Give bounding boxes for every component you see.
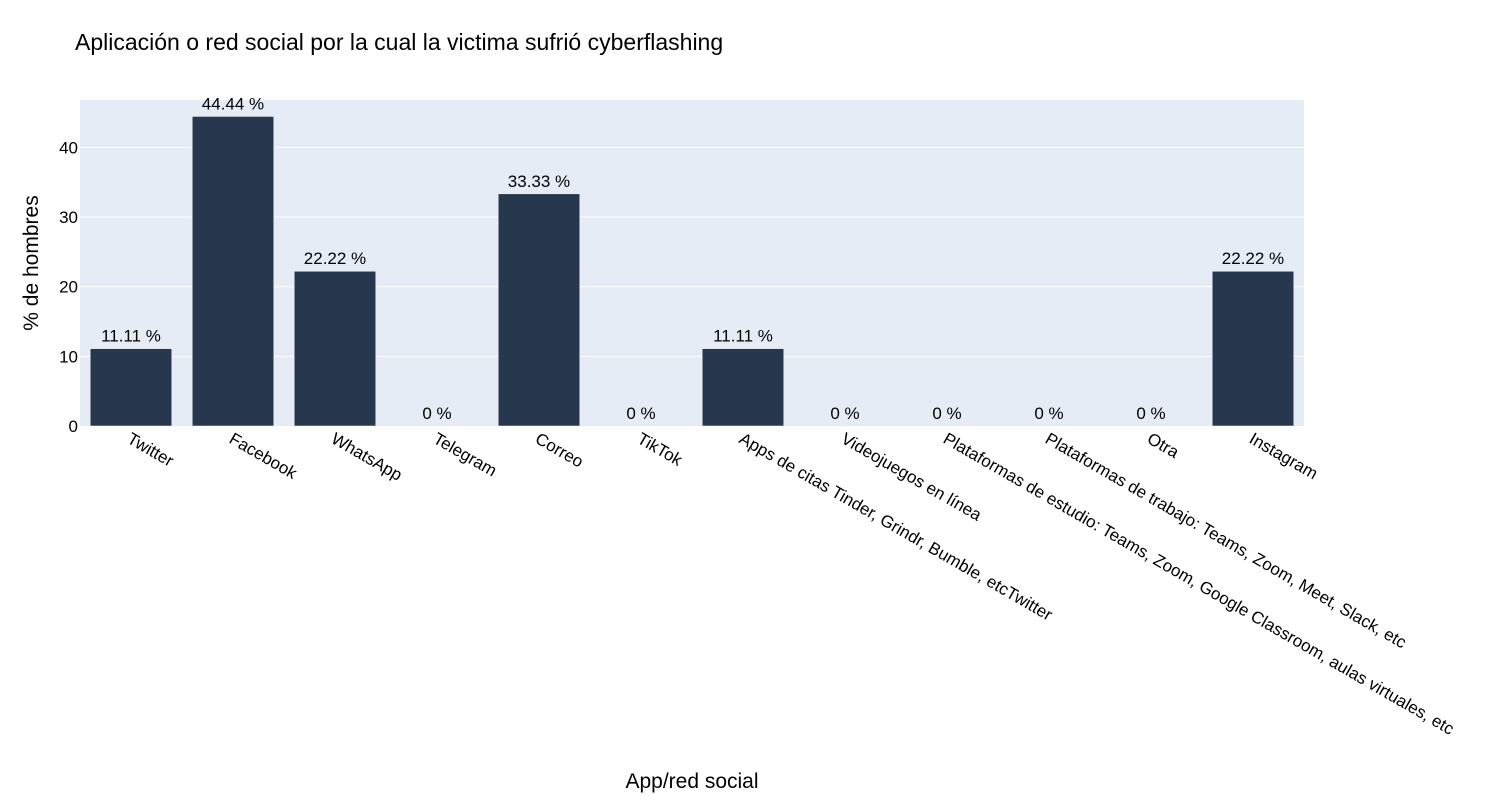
- x-tick-label: Facebook: [226, 429, 301, 483]
- data-label: 0 %: [932, 404, 961, 423]
- y-tick-label: 20: [59, 278, 78, 297]
- x-tick-label: Plataformas de trabajo: Teams, Zoom, Mee…: [1042, 429, 1410, 652]
- y-tick-label: 30: [59, 208, 78, 227]
- bar: [701, 348, 785, 427]
- data-label: 0 %: [1136, 404, 1165, 423]
- data-label: 0 %: [1034, 404, 1063, 423]
- data-label: 22.22 %: [1222, 249, 1284, 268]
- y-tick-label: 0: [69, 417, 78, 436]
- x-tick-label: Telegram: [430, 429, 500, 480]
- data-label: 11.11 %: [101, 327, 161, 346]
- x-tick-label: Plataformas de estudio: Teams, Zoom, Goo…: [940, 429, 1458, 739]
- x-axis-title: App/red social: [625, 770, 758, 793]
- data-label: 0 %: [830, 404, 859, 423]
- data-label: 0 %: [422, 404, 451, 423]
- bar: [89, 348, 173, 427]
- x-tick-label: Instagram: [1246, 429, 1321, 483]
- plot-area: [80, 100, 1304, 426]
- x-tick-label: Twitter: [124, 429, 177, 471]
- data-label: 11.11 %: [713, 327, 773, 346]
- gridlines: [80, 146, 1304, 357]
- y-tick-label: 40: [59, 138, 78, 157]
- data-labels: 11.11 % 44.44 % 22.22 % 0 % 33.33 % 0 % 11.11 …: [101, 94, 1284, 423]
- data-label: 22.22 %: [304, 249, 366, 268]
- y-axis-ticks: 0 10 20 30 40: [59, 138, 78, 436]
- y-axis-title: % de hombres: [20, 195, 43, 330]
- x-tick-label: WhatsApp: [328, 429, 405, 485]
- chart-title: Aplicación o red social por la cual la v…: [75, 29, 723, 55]
- data-label: 44.44 %: [202, 94, 264, 113]
- x-tick-label: TikTok: [634, 429, 686, 470]
- bar: [293, 270, 377, 427]
- bar: [1211, 270, 1295, 427]
- bar: [191, 116, 275, 427]
- bars: [89, 116, 1295, 427]
- x-tick-label: Correo: [532, 429, 587, 471]
- x-tick-label: Otra: [1144, 429, 1183, 462]
- data-label: 0 %: [626, 404, 655, 423]
- data-label: 33.33 %: [508, 172, 570, 191]
- x-axis-ticks: Twitter Facebook WhatsApp Telegram Correo Tik…: [124, 429, 1458, 739]
- y-tick-label: 10: [59, 347, 78, 366]
- bar: [497, 193, 581, 427]
